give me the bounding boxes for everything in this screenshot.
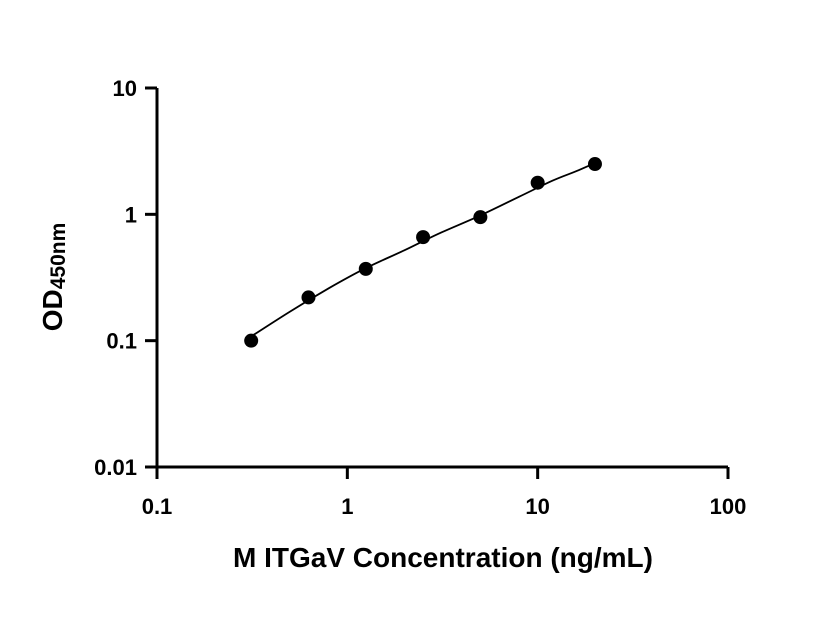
data-point — [301, 290, 316, 305]
y-tick-label: 0.1 — [106, 329, 137, 354]
x-tick-label: 10 — [525, 494, 549, 519]
data-point — [416, 230, 431, 245]
data-point — [244, 333, 259, 348]
y-tick-label: 0.01 — [94, 455, 137, 480]
y-tick-label: 10 — [113, 76, 137, 101]
data-point — [530, 175, 545, 190]
data-point — [587, 157, 602, 172]
x-tick-label: 0.1 — [142, 494, 173, 519]
axes — [155, 88, 728, 469]
fit-curve-layer — [250, 162, 596, 338]
x-axis-title: M ITGaV Concentration (ng/mL) — [233, 542, 653, 573]
y-axis-ticks: 0.01 0.1 1 10 — [94, 76, 157, 480]
data-points-layer — [244, 157, 602, 348]
y-axis-title-subscript: 450nm — [47, 223, 70, 290]
y-axis-title: OD450nm — [37, 223, 70, 332]
x-tick-label: 100 — [710, 494, 747, 519]
fit-curve — [250, 162, 596, 338]
data-point — [358, 261, 373, 276]
data-point — [473, 210, 488, 225]
x-tick-label: 1 — [341, 494, 353, 519]
y-tick-label: 1 — [125, 202, 137, 227]
x-axis-ticks: 0.1 1 10 100 — [142, 467, 747, 519]
y-axis-title-main: OD — [37, 289, 68, 331]
